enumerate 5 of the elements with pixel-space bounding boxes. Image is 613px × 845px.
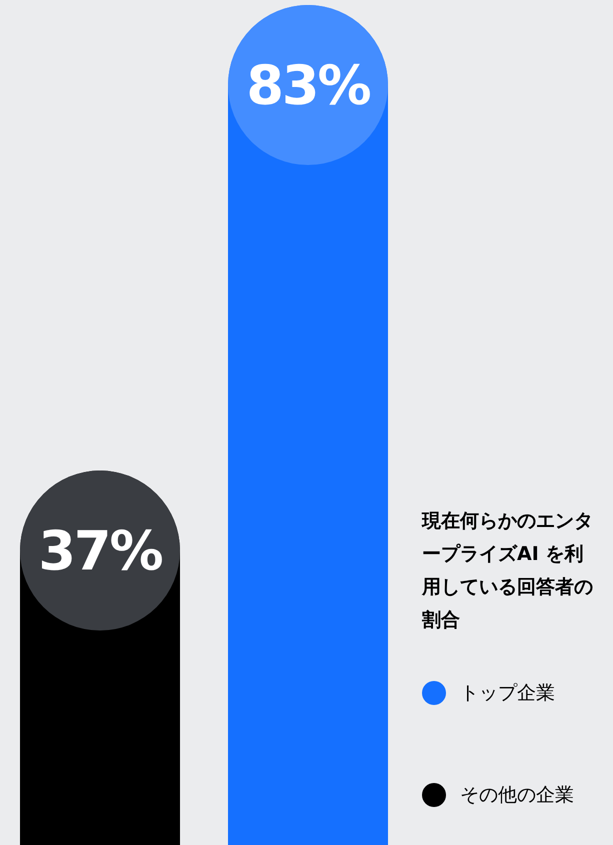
legend-label: トップ企業: [460, 681, 555, 706]
data-label: 83%: [246, 54, 371, 117]
data-label: 37%: [38, 520, 163, 583]
legend-label: その他の企業: [460, 783, 574, 808]
legend-title: 現在何らかのエンタープライズAI を利用している回答者の割合: [422, 509, 594, 633]
